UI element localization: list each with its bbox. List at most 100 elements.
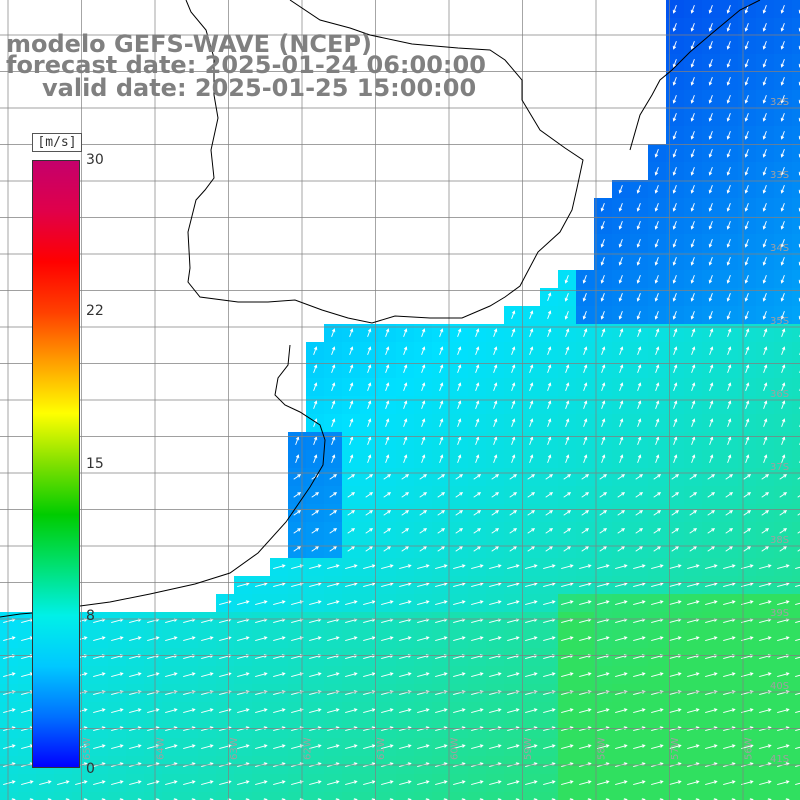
wind-arrow: [491, 492, 500, 498]
wind-arrow: [633, 744, 646, 750]
wind-arrow: [529, 454, 534, 463]
wind-arrow: [709, 418, 714, 427]
wind-arrow: [690, 149, 695, 158]
wind-arrow: [581, 528, 590, 534]
wind-arrow: [726, 113, 731, 122]
wind-arrow: [201, 636, 214, 642]
wind-arrow: [489, 600, 502, 606]
wind-arrow: [689, 492, 698, 498]
field-cell: [756, 792, 774, 800]
wind-arrow: [547, 346, 552, 355]
wind-arrow: [651, 600, 664, 606]
wind-arrow: [367, 436, 372, 445]
wind-arrow: [669, 582, 682, 588]
wind-arrow: [601, 418, 606, 427]
wind-arrow: [655, 346, 660, 355]
wind-arrow: [726, 311, 731, 320]
wind-arrow: [403, 436, 408, 445]
wind-arrow: [707, 528, 716, 534]
field-cell: [576, 792, 594, 800]
wind-arrow: [654, 275, 659, 284]
longitude-label: 63W: [229, 737, 240, 760]
wind-arrow: [331, 454, 336, 463]
wind-arrow: [726, 59, 731, 68]
wind-arrow: [687, 780, 700, 786]
field-cell: [792, 360, 800, 378]
wind-arrow: [511, 382, 516, 391]
wind-arrow: [744, 185, 749, 194]
wind-arrow: [219, 708, 232, 714]
field-cell: [792, 270, 800, 288]
wind-arrow: [653, 492, 662, 498]
wind-arrow: [761, 510, 770, 516]
wind-arrow: [435, 564, 448, 570]
wind-arrow: [636, 275, 641, 284]
wind-arrow: [744, 257, 749, 266]
wind-arrow: [455, 492, 464, 498]
wind-arrow: [618, 311, 623, 320]
wind-arrow: [781, 400, 786, 409]
wind-arrow: [509, 492, 518, 498]
wind-arrow: [654, 293, 659, 302]
wind-arrow: [417, 564, 430, 570]
wind-arrow: [655, 328, 660, 337]
wind-arrow: [689, 546, 698, 552]
wind-arrow: [687, 744, 700, 750]
field-cell: [702, 792, 720, 800]
wind-arrow: [507, 780, 520, 786]
field-cell: [792, 432, 800, 450]
wind-arrow: [705, 636, 718, 642]
wind-arrow: [565, 364, 570, 373]
wind-arrow: [636, 293, 641, 302]
wind-arrow: [780, 203, 785, 212]
wind-arrow: [385, 364, 390, 373]
wind-arrow: [381, 582, 394, 588]
wind-arrow: [329, 546, 338, 552]
wind-arrow: [637, 454, 642, 463]
wind-arrow: [655, 400, 660, 409]
wind-arrow: [255, 672, 268, 678]
wind-arrow: [349, 436, 354, 445]
wind-arrow: [525, 600, 538, 606]
wind-arrow: [421, 454, 426, 463]
wind-arrow: [655, 418, 660, 427]
wind-arrow: [727, 418, 732, 427]
wind-arrow: [493, 364, 498, 373]
wind-arrow: [759, 780, 772, 786]
field-cell: [504, 792, 522, 800]
wind-arrow: [475, 454, 480, 463]
wind-arrow: [547, 400, 552, 409]
wind-arrow: [615, 672, 628, 678]
wind-arrow: [529, 328, 534, 337]
wind-arrow: [599, 492, 608, 498]
wind-arrow: [345, 744, 358, 750]
wind-arrow: [309, 564, 322, 570]
wind-arrow: [365, 528, 374, 534]
wind-arrow: [3, 672, 16, 678]
field-cell: [792, 126, 800, 144]
field-cell: [792, 486, 800, 504]
wind-arrow: [597, 636, 610, 642]
wind-arrow: [507, 744, 520, 750]
wind-arrow: [331, 364, 336, 373]
wind-arrow: [399, 582, 412, 588]
wind-arrow: [780, 185, 785, 194]
wind-arrow: [471, 636, 484, 642]
wind-arrow: [435, 708, 448, 714]
wind-arrow: [561, 708, 574, 714]
wind-arrow: [705, 744, 718, 750]
wind-arrow: [399, 636, 412, 642]
wind-arrow: [435, 780, 448, 786]
wind-arrow: [455, 546, 464, 552]
latitude-label: 32S: [770, 97, 789, 108]
wind-arrow: [439, 436, 444, 445]
wind-arrow: [582, 311, 587, 320]
wind-arrow: [745, 418, 750, 427]
wind-arrow: [744, 275, 749, 284]
wind-arrow: [457, 400, 462, 409]
wind-arrow: [401, 474, 410, 480]
wind-arrow: [673, 436, 678, 445]
wind-arrow: [293, 510, 302, 516]
wind-arrow: [563, 546, 572, 552]
wind-arrow: [672, 149, 677, 158]
